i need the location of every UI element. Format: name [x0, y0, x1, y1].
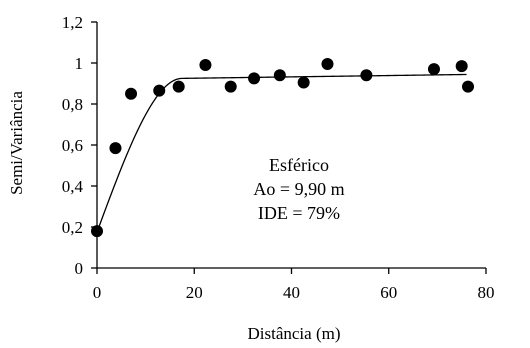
- y-tick-label: 0,4: [62, 177, 84, 196]
- y-tick-label: 0: [75, 259, 84, 278]
- x-axis-title: Distância (m): [248, 324, 341, 343]
- data-point: [427, 63, 440, 76]
- data-points: [91, 58, 475, 238]
- data-point: [125, 87, 138, 100]
- data-point: [455, 60, 468, 73]
- y-tick-label: 1,2: [62, 13, 83, 32]
- y-tick-label: 0,6: [62, 136, 83, 155]
- data-point: [172, 80, 185, 93]
- data-point: [224, 80, 237, 93]
- data-point: [91, 225, 103, 238]
- data-point: [297, 76, 310, 89]
- model-annotation: Esférico Ao = 9,90 m IDE = 79%: [253, 155, 344, 223]
- data-point: [109, 142, 122, 155]
- x-tick-label: 80: [478, 283, 495, 302]
- x-tick-label: 60: [380, 283, 397, 302]
- x-ticks: 0 20 40 60 80: [93, 268, 495, 302]
- data-point: [199, 59, 212, 72]
- data-point: [248, 72, 261, 85]
- data-point: [462, 80, 475, 93]
- data-point: [153, 84, 166, 97]
- x-tick-label: 40: [283, 283, 300, 302]
- y-tick-label: 0,8: [62, 95, 83, 114]
- y-axis-title: Semi/Variância: [7, 91, 26, 195]
- y-ticks: 0 0,2 0,4 0,6 0,8 1 1,2: [62, 13, 97, 278]
- x-tick-label: 0: [93, 283, 102, 302]
- axes: [96, 22, 486, 269]
- y-tick-label: 1: [75, 54, 84, 73]
- x-tick-label: 20: [186, 283, 203, 302]
- data-point: [360, 69, 373, 82]
- y-tick-label: 0,2: [62, 218, 83, 237]
- data-point: [273, 69, 286, 82]
- annotation-range: Ao = 9,90 m: [253, 179, 344, 199]
- data-point: [321, 58, 334, 71]
- annotation-model-name: Esférico: [269, 155, 329, 175]
- annotation-ide: IDE = 79%: [258, 203, 340, 223]
